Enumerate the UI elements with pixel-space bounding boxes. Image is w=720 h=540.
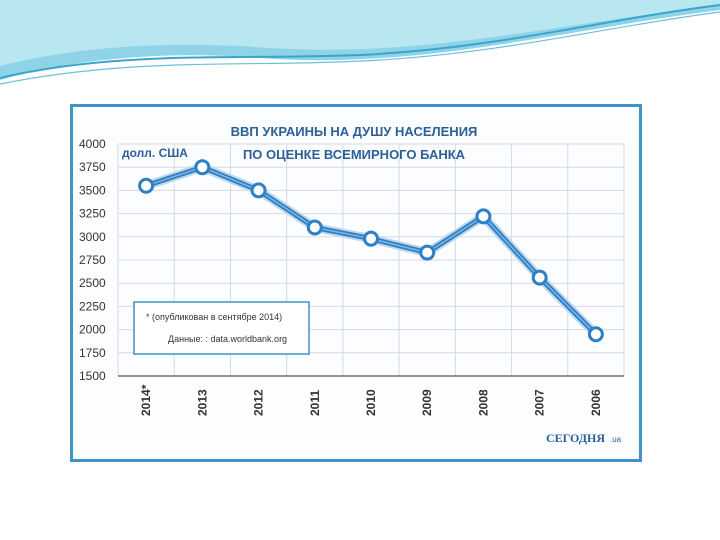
x-axis-ticks: 2014* 2013 2012 2011 2010 2009 2008 2007 2006 [139, 384, 603, 416]
data-point-marker [194, 159, 211, 176]
data-point-marker [306, 219, 323, 236]
y-axis-unit-label: долл. США [122, 146, 188, 160]
x-tick-label: 2008 [476, 389, 490, 416]
annotation-source: Данные: : data.worldbank.org [168, 334, 287, 344]
y-tick-label: 2250 [79, 299, 106, 313]
x-tick-label: 2012 [252, 389, 266, 416]
x-tick-label: 2010 [364, 389, 378, 416]
y-tick-label: 4000 [79, 137, 106, 151]
y-tick-label: 3750 [79, 160, 106, 174]
data-point-marker [531, 269, 548, 286]
data-point-marker [419, 244, 436, 261]
gdp-line-chart: 1500 1750 2000 2250 2500 2750 3000 3250 3500 3750… [79, 124, 625, 445]
header-wave-decoration [0, 0, 720, 85]
y-tick-label: 3000 [79, 230, 106, 244]
y-tick-label: 2750 [79, 253, 106, 267]
y-tick-label: 1500 [79, 369, 106, 383]
y-tick-label: 2500 [79, 276, 106, 290]
chart-subtitle: ПО ОЦЕНКЕ ВСЕМИРНОГО БАНКА [243, 147, 466, 162]
data-point-marker [587, 326, 604, 343]
annotation-box [133, 301, 310, 355]
data-point-marker [250, 182, 267, 199]
y-tick-label: 1750 [79, 346, 106, 360]
chart-title: ВВП УКРАИНЫ НА ДУШУ НАСЕЛЕНИЯ [231, 124, 478, 139]
series-markers [138, 159, 604, 343]
x-tick-label: 2009 [420, 389, 434, 416]
x-tick-label: 2006 [589, 389, 603, 416]
data-point-marker [363, 230, 379, 247]
x-tick-label: 2013 [195, 389, 209, 416]
x-tick-label: 2014* [139, 384, 153, 416]
x-tick-label: 2011 [308, 390, 322, 416]
y-axis-ticks: 1500 1750 2000 2250 2500 2750 3000 3250 3500 3750… [79, 137, 106, 383]
brand-logo: СЕГОДНЯ .ua [546, 431, 622, 445]
brand-logo-suffix: .ua [610, 435, 622, 444]
data-point-marker [475, 208, 492, 225]
brand-logo-text: СЕГОДНЯ [546, 431, 605, 445]
y-tick-label: 3250 [79, 207, 106, 221]
annotation-note: * (опубликован в сентябре 2014) [146, 312, 282, 322]
y-tick-label: 3500 [79, 183, 106, 197]
x-tick-label: 2007 [533, 389, 547, 416]
y-tick-label: 2000 [79, 323, 106, 337]
data-point-marker [138, 177, 155, 194]
